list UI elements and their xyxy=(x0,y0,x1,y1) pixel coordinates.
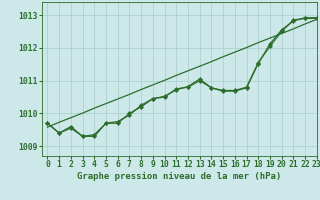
X-axis label: Graphe pression niveau de la mer (hPa): Graphe pression niveau de la mer (hPa) xyxy=(77,172,281,181)
